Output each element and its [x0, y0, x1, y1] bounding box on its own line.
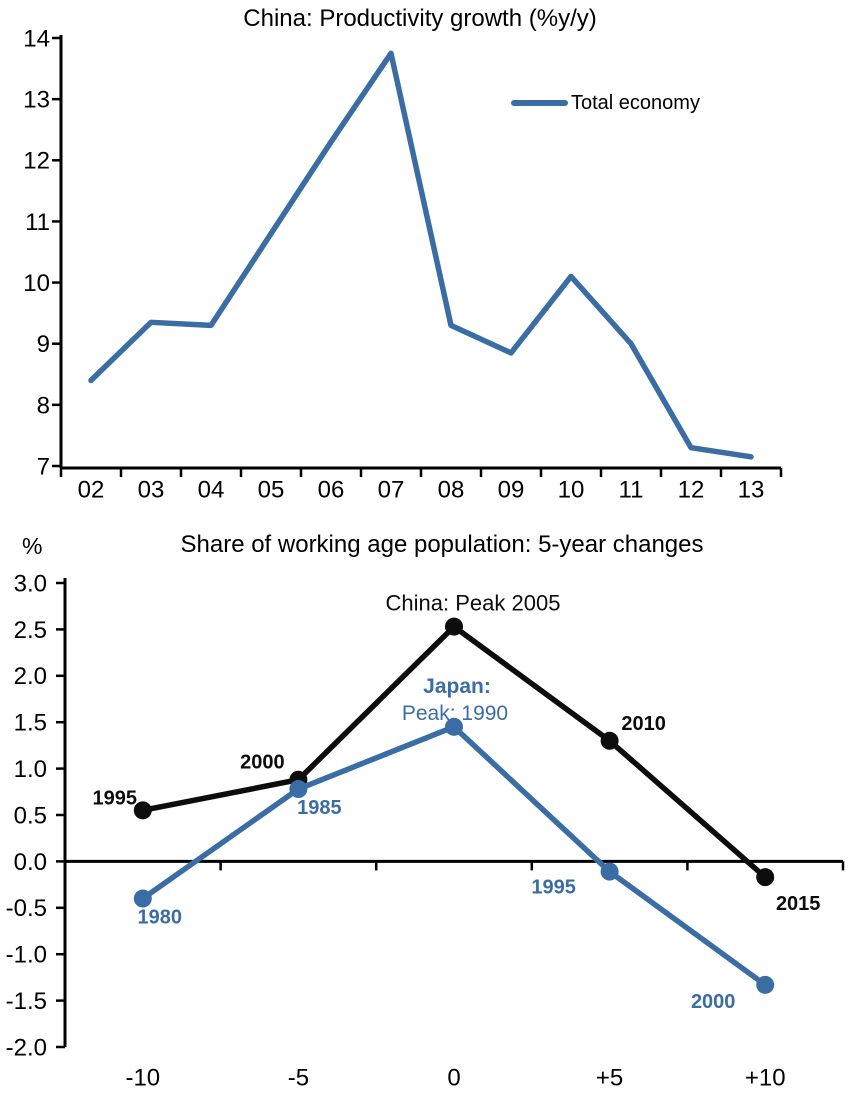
- working-age-chart-canvas: -2.0 -1.5 -1.0 -0.5 0.0 0.5 1.0 1.5 2.0 2.5 3.0 -10…: [6, 570, 845, 1091]
- x-tick-label: +5: [596, 1064, 623, 1091]
- japan-line: [140, 724, 768, 988]
- y-tick-label: 12: [23, 148, 50, 175]
- y-tick-label: 0.0: [14, 849, 47, 876]
- legend: Total economy: [511, 91, 700, 114]
- china-data-point: [133, 801, 152, 820]
- china-data-point: [756, 868, 775, 887]
- x-tick-label: 08: [438, 476, 465, 503]
- x-tick-label: 0: [447, 1064, 460, 1091]
- y-tick-label: 3.0: [14, 570, 47, 597]
- x-tick-label: 11: [619, 476, 644, 503]
- china-point-label: 2000: [240, 752, 285, 774]
- x-tick-label: 03: [138, 476, 165, 503]
- y-tick-label: 11: [25, 209, 50, 236]
- legend-label: Total economy: [571, 91, 700, 114]
- y-tick-label: 2.0: [14, 663, 47, 690]
- china-data-point: [600, 731, 619, 750]
- y-tick-label: 8: [37, 392, 50, 419]
- x-tick-label: 10: [558, 476, 585, 503]
- japan-data-point: [133, 889, 152, 908]
- y-axis-unit-label: %: [22, 533, 43, 559]
- x-tick-label: 02: [78, 476, 105, 503]
- legend-line-swatch: [511, 100, 568, 106]
- y-tick-label: 1.0: [14, 756, 47, 783]
- china-point-label: China: Peak 2005: [386, 590, 561, 615]
- x-tick-label: 07: [378, 476, 405, 503]
- x-tick-label: 04: [198, 476, 225, 503]
- productivity-chart-canvas: 7 8 9 10 11 12 13 14 02 03 04 05 06 07 08 09 10 11 12 13: [23, 25, 783, 503]
- y-tick-label: -2.0: [6, 1034, 47, 1061]
- productivity-chart: 7 8 9 10 11 12 13 14 02 03 04 05 06 07 08 09 10 11 12 13 Ch…: [0, 0, 863, 520]
- x-tick-label: 05: [258, 476, 285, 503]
- y-tick-label: -1.5: [6, 988, 47, 1015]
- y-tick-label: 9: [37, 331, 50, 358]
- total-economy-line: [88, 50, 754, 460]
- x-tick-label: 06: [318, 476, 345, 503]
- japan-point-label: 2000: [691, 991, 736, 1013]
- japan-point-label: 1995: [531, 877, 576, 899]
- y-tick-label: 10: [23, 270, 50, 297]
- japan-point-label: 1985: [297, 797, 342, 819]
- x-tick-label: 09: [498, 476, 525, 503]
- working-age-chart-title: Share of working age population: 5-year …: [180, 531, 704, 558]
- y-tick-label: -1.0: [6, 942, 47, 969]
- productivity-chart-title: China: Productivity growth (%y/y): [243, 5, 597, 32]
- y-tick-label: 1.5: [14, 710, 47, 737]
- japan-data-point: [289, 780, 308, 799]
- x-tick-label: -5: [288, 1064, 309, 1091]
- x-tick-label: 12: [678, 476, 705, 503]
- y-tick-label: 2.5: [14, 617, 47, 644]
- china-line: [140, 623, 768, 880]
- working-age-chart: -2.0 -1.5 -1.0 -0.5 0.0 0.5 1.0 1.5 2.0 2.5 3.0 -10…: [0, 520, 863, 1108]
- y-tick-label: 14: [23, 25, 50, 52]
- y-tick-label: 7: [37, 453, 50, 480]
- x-tick-label: +10: [745, 1064, 786, 1091]
- china-data-point: [445, 617, 463, 636]
- japan-data-point: [445, 717, 463, 736]
- x-tick-label: 13: [738, 476, 765, 503]
- x-tick-label: -10: [125, 1064, 160, 1091]
- china-point-label: 2015: [776, 893, 821, 915]
- y-tick-label: -0.5: [6, 895, 47, 922]
- japan-data-point: [756, 975, 775, 994]
- japan-data-point: [600, 862, 619, 881]
- japan-point-label: 1980: [138, 907, 183, 929]
- china-point-label: 2010: [621, 713, 666, 735]
- japan-point-label: Japan:: [423, 675, 491, 698]
- japan-point-label: Peak: 1990: [402, 702, 508, 725]
- china-point-label: 1995: [93, 787, 138, 809]
- y-tick-label: 13: [23, 87, 50, 114]
- y-tick-label: 0.5: [14, 802, 47, 829]
